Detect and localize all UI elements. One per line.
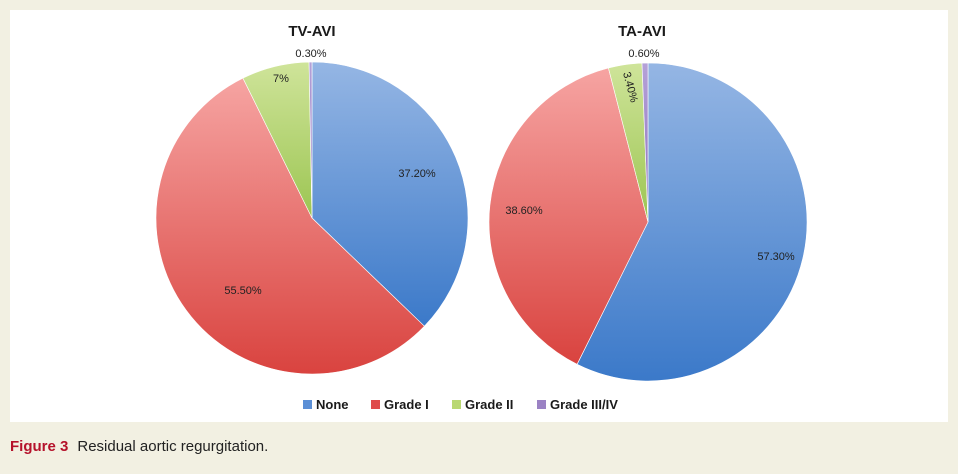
slice-label-tv-grade-i: 55.50% xyxy=(224,285,262,297)
pie-ta-avi: TA-AVI 57.30% 38.60% 3.40% 0.60% xyxy=(488,23,808,382)
legend-item-grade-i: Grade I xyxy=(371,397,429,412)
slice-label-ta-none: 57.30% xyxy=(757,251,795,263)
slice-label-tv-none: 37.20% xyxy=(398,168,436,180)
legend-swatch-none xyxy=(303,400,312,409)
pie-title-ta-avi: TA-AVI xyxy=(618,23,666,40)
caption-text: Residual aortic regurgitation. xyxy=(77,438,269,455)
pie-slice-ta-none xyxy=(576,62,808,382)
pie-slice-tv-grade-i xyxy=(155,77,425,375)
pie-slice-tv-none xyxy=(311,61,469,327)
pie-tv-avi: TV-AVI 37.20% 55.50% 7% 0.30% xyxy=(155,23,469,375)
legend-item-grade-iii-iv: Grade III/IV xyxy=(537,397,618,412)
pie-slice-ta-grade-i xyxy=(488,67,649,365)
figure-caption: Figure 3 Residual aortic regurgitation. xyxy=(10,438,268,455)
pie-slice-ta-grade-iii-iv xyxy=(641,62,649,223)
legend-swatch-grade-iii-iv xyxy=(537,400,546,409)
legend-label-none: None xyxy=(316,397,349,412)
slice-label-tv-grade-iii-iv: 0.30% xyxy=(295,48,326,60)
legend-label-grade-ii: Grade II xyxy=(465,397,513,412)
legend-label-grade-i: Grade I xyxy=(384,397,429,412)
legend: None Grade I Grade II Grade III/IV xyxy=(303,397,618,412)
slice-label-ta-grade-i: 38.60% xyxy=(505,205,543,217)
legend-swatch-grade-ii xyxy=(452,400,461,409)
caption-label: Figure 3 xyxy=(10,438,69,455)
slice-label-tv-grade-ii: 7% xyxy=(273,73,289,85)
legend-item-grade-ii: Grade II xyxy=(452,397,513,412)
legend-label-grade-iii-iv: Grade III/IV xyxy=(550,397,618,412)
pie-slice-tv-grade-iii-iv xyxy=(308,61,313,219)
pie-title-tv-avi: TV-AVI xyxy=(288,23,335,40)
legend-item-none: None xyxy=(303,397,349,412)
slice-label-ta-grade-iii-iv: 0.60% xyxy=(628,48,659,60)
legend-swatch-grade-i xyxy=(371,400,380,409)
